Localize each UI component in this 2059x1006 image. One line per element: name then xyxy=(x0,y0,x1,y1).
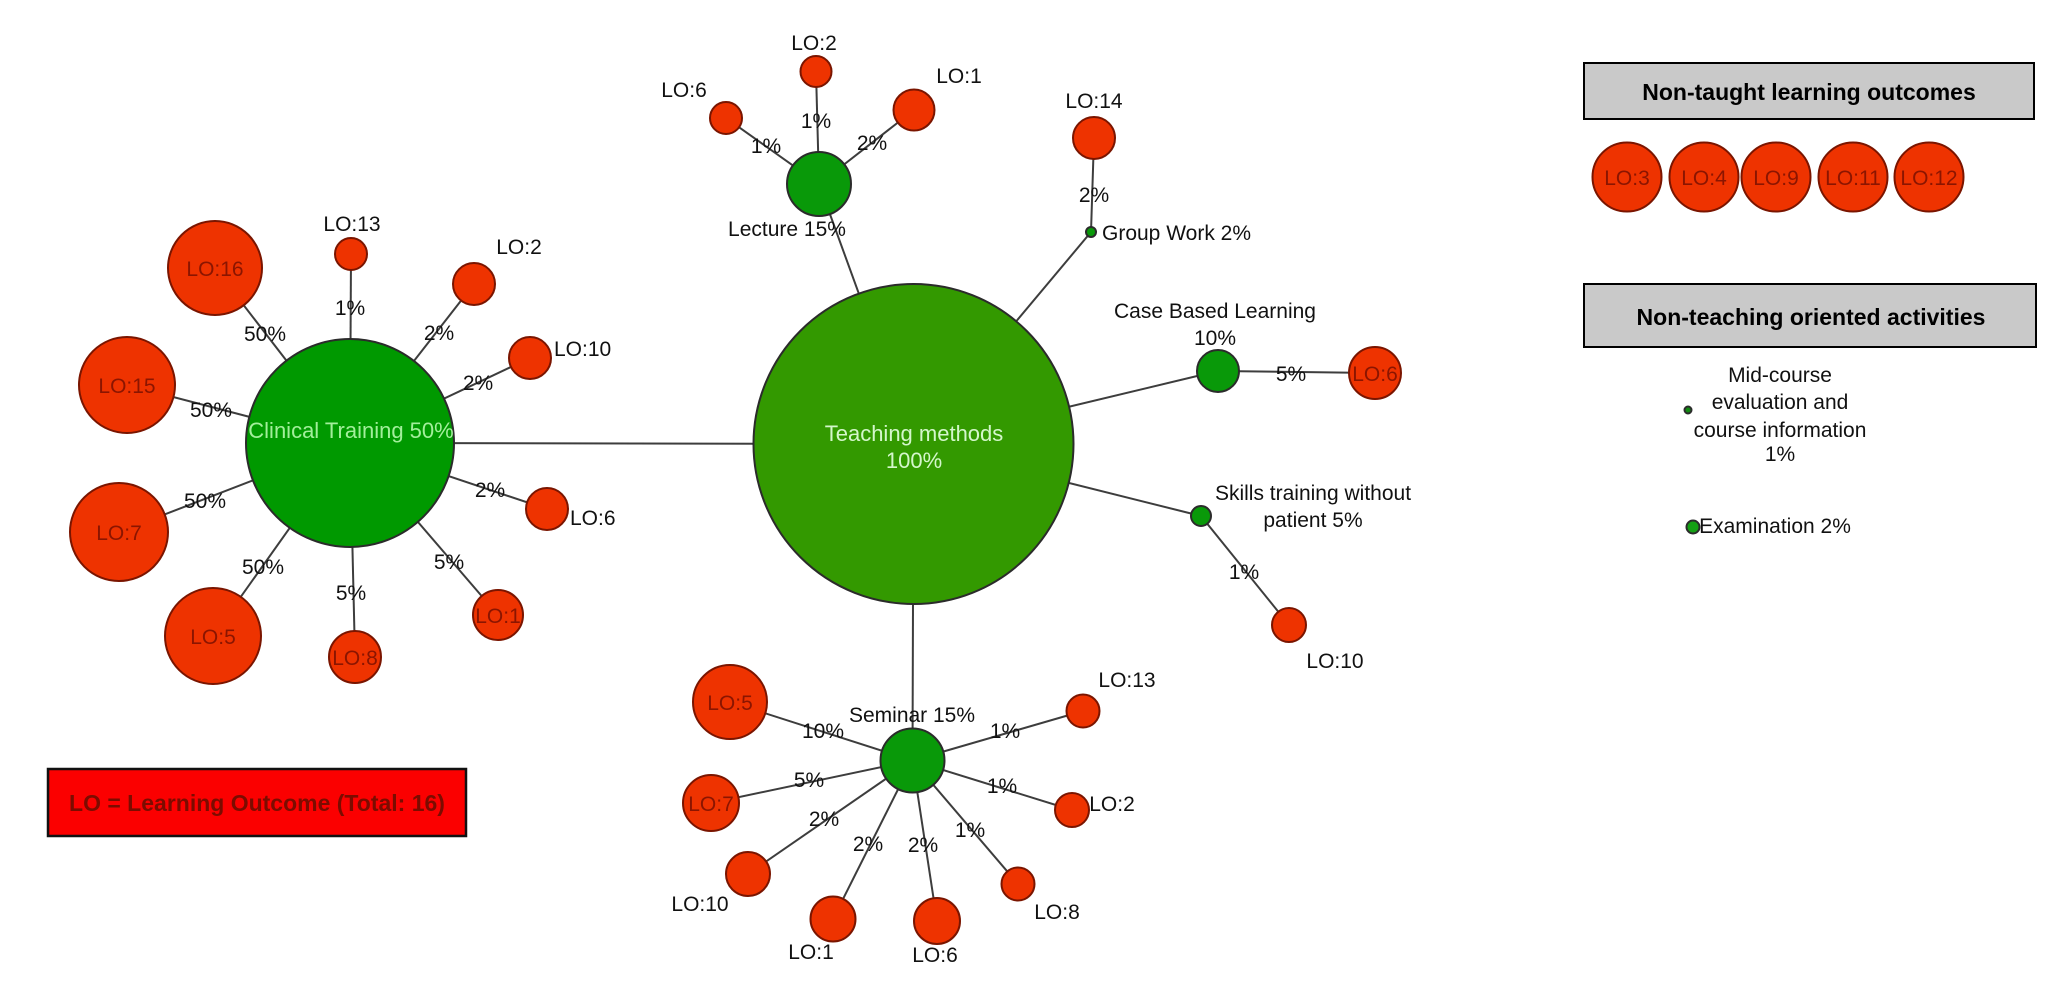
svg-text:LO:2: LO:2 xyxy=(791,32,837,55)
svg-text:50%: 50% xyxy=(184,490,226,513)
svg-text:LO:5: LO:5 xyxy=(707,692,753,715)
svg-text:10%: 10% xyxy=(1194,327,1236,350)
svg-text:Group Work 2%: Group Work 2% xyxy=(1102,222,1251,245)
svg-text:LO:6: LO:6 xyxy=(570,507,616,530)
svg-text:LO:10: LO:10 xyxy=(1306,650,1363,673)
svg-text:LO:1: LO:1 xyxy=(788,941,834,964)
svg-text:2%: 2% xyxy=(475,479,505,502)
svg-text:LO:1: LO:1 xyxy=(936,65,982,88)
svg-text:2%: 2% xyxy=(857,132,887,155)
svg-text:5%: 5% xyxy=(1276,363,1306,386)
svg-text:1%: 1% xyxy=(751,135,781,158)
svg-text:evaluation and: evaluation and xyxy=(1712,391,1849,414)
svg-text:LO:11: LO:11 xyxy=(1825,167,1881,190)
svg-text:Non-teaching oriented activiti: Non-teaching oriented activities xyxy=(1637,304,1986,330)
svg-text:Non-taught learning outcomes: Non-taught learning outcomes xyxy=(1642,79,1976,105)
svg-text:LO:8: LO:8 xyxy=(332,647,378,670)
svg-text:10%: 10% xyxy=(802,720,844,743)
svg-text:1%: 1% xyxy=(990,720,1020,743)
svg-text:LO:7: LO:7 xyxy=(688,793,734,816)
svg-text:2%: 2% xyxy=(463,372,493,395)
svg-text:Teaching methods: Teaching methods xyxy=(825,421,1004,446)
svg-text:2%: 2% xyxy=(424,322,454,345)
svg-text:2%: 2% xyxy=(1079,184,1109,207)
svg-text:2%: 2% xyxy=(809,808,839,831)
svg-text:LO:6: LO:6 xyxy=(912,944,958,967)
svg-text:100%: 100% xyxy=(886,448,942,473)
svg-text:Clinical Training 50%: Clinical Training 50% xyxy=(248,418,453,443)
svg-text:1%: 1% xyxy=(801,110,831,133)
svg-text:5%: 5% xyxy=(794,769,824,792)
svg-text:LO:14: LO:14 xyxy=(1065,90,1123,113)
svg-text:LO = Learning Outcome (Total:: LO = Learning Outcome (Total: 16) xyxy=(69,790,445,816)
svg-text:5%: 5% xyxy=(336,582,366,605)
svg-text:1%: 1% xyxy=(987,775,1017,798)
svg-text:LO:16: LO:16 xyxy=(186,258,243,281)
svg-text:LO:2: LO:2 xyxy=(496,236,542,259)
svg-text:LO:13: LO:13 xyxy=(323,213,380,236)
svg-text:LO:10: LO:10 xyxy=(554,338,611,361)
svg-text:1%: 1% xyxy=(1765,443,1795,466)
svg-text:LO:8: LO:8 xyxy=(1034,901,1080,924)
svg-text:LO:10: LO:10 xyxy=(671,893,728,916)
svg-text:Case Based Learning: Case Based Learning xyxy=(1114,300,1316,323)
svg-text:Mid-course: Mid-course xyxy=(1728,364,1832,387)
svg-text:LO:15: LO:15 xyxy=(98,375,155,398)
svg-text:5%: 5% xyxy=(434,551,464,574)
svg-text:2%: 2% xyxy=(908,834,938,857)
svg-text:Skills training without: Skills training without xyxy=(1215,482,1411,505)
svg-text:2%: 2% xyxy=(853,833,883,856)
svg-text:LO:7: LO:7 xyxy=(96,522,142,545)
svg-text:LO:2: LO:2 xyxy=(1089,793,1135,816)
svg-text:patient 5%: patient 5% xyxy=(1263,509,1362,532)
svg-text:Seminar 15%: Seminar 15% xyxy=(849,704,975,727)
svg-text:1%: 1% xyxy=(955,819,985,842)
svg-text:LO:6: LO:6 xyxy=(661,79,707,102)
svg-text:LO:1: LO:1 xyxy=(475,605,521,628)
svg-text:course information: course information xyxy=(1694,419,1867,442)
svg-text:LO:13: LO:13 xyxy=(1098,669,1155,692)
svg-text:Examination 2%: Examination 2% xyxy=(1699,515,1851,538)
svg-text:LO:6: LO:6 xyxy=(1352,363,1398,386)
svg-text:LO:12: LO:12 xyxy=(1900,167,1957,190)
svg-text:LO:3: LO:3 xyxy=(1604,167,1650,190)
svg-text:LO:9: LO:9 xyxy=(1753,167,1799,190)
svg-text:1%: 1% xyxy=(335,297,365,320)
svg-text:Lecture 15%: Lecture 15% xyxy=(728,218,846,241)
svg-text:1%: 1% xyxy=(1229,561,1259,584)
svg-text:LO:5: LO:5 xyxy=(190,626,236,649)
svg-text:50%: 50% xyxy=(190,399,232,422)
svg-text:50%: 50% xyxy=(242,556,284,579)
svg-text:LO:4: LO:4 xyxy=(1681,167,1727,190)
svg-text:50%: 50% xyxy=(244,323,286,346)
